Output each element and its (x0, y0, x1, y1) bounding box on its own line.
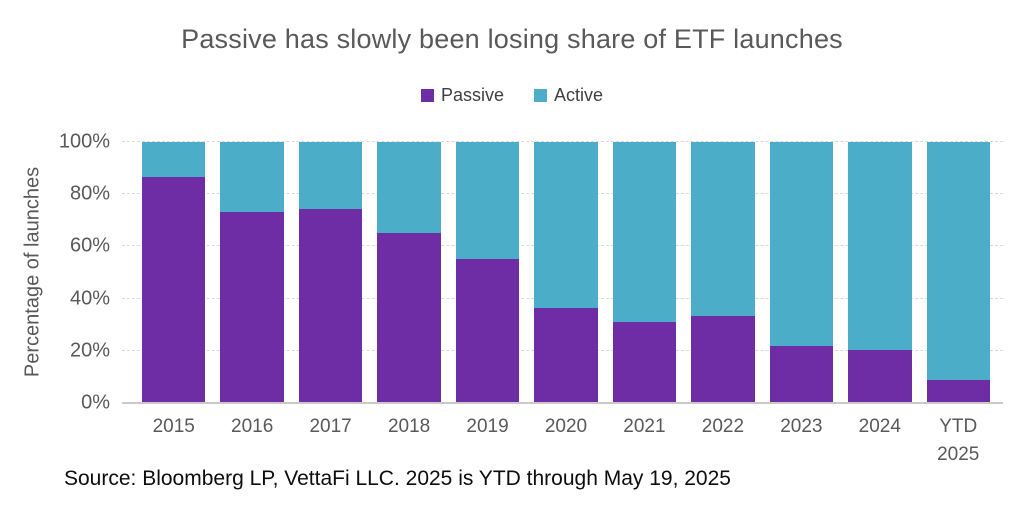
y-tick-label: 60% (69, 234, 110, 257)
bar-segment-passive (220, 212, 284, 403)
bar-segment-passive (455, 259, 520, 403)
plot-area (122, 141, 1003, 404)
bar-group-2020 (534, 142, 598, 403)
y-tick-label: 80% (69, 182, 110, 205)
bar-group-2021 (612, 142, 677, 403)
bar-group-2019 (455, 142, 520, 403)
x-tick-label: YTD 2025 (937, 416, 980, 465)
x-tick-label: 2020 (544, 416, 588, 437)
bar-segment-passive (612, 322, 677, 403)
bar-segment-passive (848, 349, 912, 403)
bar-group-2018 (377, 142, 441, 403)
x-axis-tick-labels: 2015 2016 2017 2018 2019 2020 2021 2022 2023 2024… (142, 413, 990, 468)
bar-group-2023 (769, 142, 834, 403)
bar-group-2016 (220, 142, 284, 403)
bar-segment-active (612, 142, 677, 323)
x-tick-label: 2016 (231, 416, 274, 437)
legend-item-passive: Passive (420, 85, 504, 106)
bar-segment-active (769, 142, 834, 346)
y-tick-label: 20% (69, 339, 110, 362)
legend-swatch-icon (534, 89, 547, 102)
bar-segment-passive (769, 345, 834, 403)
bar-group-ytd-2025 (926, 142, 990, 403)
bar-segment-active (298, 142, 363, 209)
bar-group-2024 (848, 142, 912, 403)
bar-group-2022 (691, 142, 755, 403)
bar-segment-passive (534, 307, 598, 403)
chart-title: Passive has slowly been losing share of … (181, 24, 843, 54)
legend-swatch-icon (420, 89, 434, 102)
gridline (122, 141, 1003, 142)
bar-segment-active (534, 142, 598, 308)
x-axis-line (122, 402, 1003, 404)
bar-segment-active (455, 142, 520, 260)
bar-segment-active (142, 142, 206, 178)
x-tick-label: 2019 (466, 416, 509, 437)
bar-segment-passive (691, 315, 755, 403)
x-tick-label: 2017 (309, 416, 352, 437)
y-tick-label: 0% (81, 391, 110, 414)
y-tick-label: 100% (58, 130, 110, 153)
legend-label: Active (554, 85, 604, 105)
x-tick-label: 2015 (152, 416, 195, 437)
x-tick-label: 2021 (623, 416, 666, 437)
x-tick-label: 2018 (387, 416, 431, 437)
bar-segment-active (926, 142, 990, 380)
bar-group-2017 (298, 142, 363, 403)
bar-segment-passive (142, 177, 206, 403)
bar-segment-active (848, 142, 912, 350)
source-note: Source: Bloomberg LP, VettaFi LLC. 2025 … (64, 467, 731, 490)
bar-segment-active (220, 142, 284, 213)
y-axis-tick-labels: 0% 20% 40% 60% 80% 100% (0, 131, 110, 414)
x-tick-label: 2023 (780, 416, 823, 437)
bar-segment-active (691, 142, 755, 316)
bar-segment-active (377, 142, 441, 234)
legend-item-active: Active (534, 85, 603, 106)
y-tick-label: 40% (69, 287, 110, 310)
bar-segment-passive (377, 233, 441, 403)
x-tick-label: 2024 (858, 416, 901, 437)
bar-series-container (142, 142, 990, 403)
legend: Passive Active (0, 85, 1024, 106)
bar-segment-passive (926, 379, 990, 403)
bar-group-2015 (142, 142, 206, 403)
bar-segment-passive (298, 208, 363, 403)
x-tick-label: 2022 (701, 416, 745, 437)
legend-label: Passive (440, 85, 504, 105)
